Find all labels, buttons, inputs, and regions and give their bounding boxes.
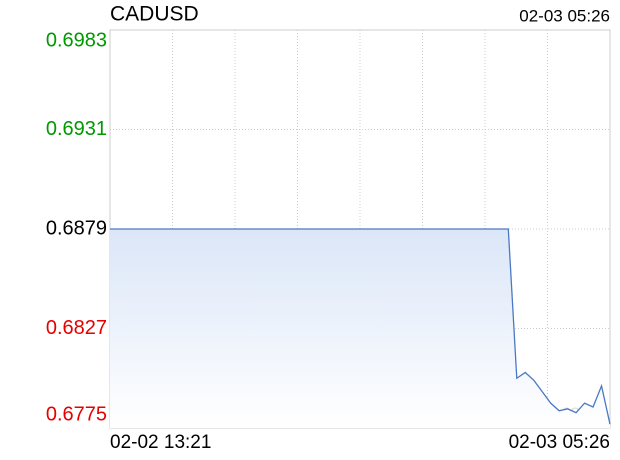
x-tick-label: 02-03 05:26	[509, 432, 610, 453]
y-tick-label: 0.6931	[46, 118, 107, 140]
chart-title: CADUSD	[110, 3, 199, 26]
x-tick-label: 02-02 13:21	[110, 432, 211, 453]
y-tick-label: 0.6827	[46, 317, 107, 339]
y-tick-label: 0.6983	[46, 29, 107, 51]
timestamp: 02-03 05:26	[519, 6, 610, 25]
area	[110, 229, 610, 428]
line	[110, 228, 611, 425]
y-tick-label: 0.6775	[46, 403, 107, 425]
y-tick-label: 0.6879	[46, 217, 107, 239]
